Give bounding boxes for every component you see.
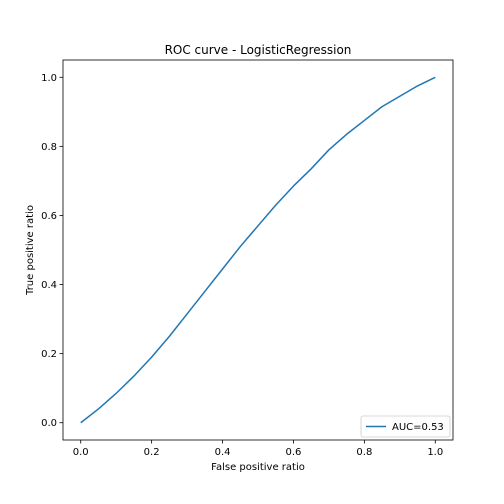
x-tick-label: 0.6	[286, 447, 302, 458]
y-tick-label: 1.0	[41, 73, 57, 84]
y-tick-label: 0.0	[41, 418, 57, 429]
y-tick-label: 0.6	[41, 211, 57, 222]
legend-box	[360, 415, 451, 438]
x-axis: 0.0 0.2 0.4 0.6 0.8 1.0	[73, 440, 443, 458]
x-axis-label: False positive ratio	[211, 462, 305, 473]
x-tick-label: 0.2	[144, 447, 160, 458]
plot-area	[80, 76, 436, 424]
y-tick-label: 0.8	[41, 142, 57, 153]
chart-title: ROC curve - LogisticRegression	[165, 43, 352, 57]
y-tick-label: 0.2	[41, 349, 57, 360]
x-tick-label: 0.8	[356, 447, 372, 458]
legend-label: AUC=0.53	[392, 422, 444, 433]
x-tick-label: 1.0	[427, 447, 443, 458]
y-axis: 0.0 0.2 0.4 0.6 0.8 1.0	[41, 73, 63, 429]
roc-curve-line	[80, 76, 436, 424]
plot-frame	[62, 59, 454, 441]
legend: AUC=0.53	[360, 415, 451, 438]
y-tick-label: 0.4	[41, 280, 57, 291]
y-axis-label: True positive ratio	[25, 205, 36, 296]
x-tick-label: 0.4	[215, 447, 231, 458]
x-tick-label: 0.0	[73, 447, 89, 458]
